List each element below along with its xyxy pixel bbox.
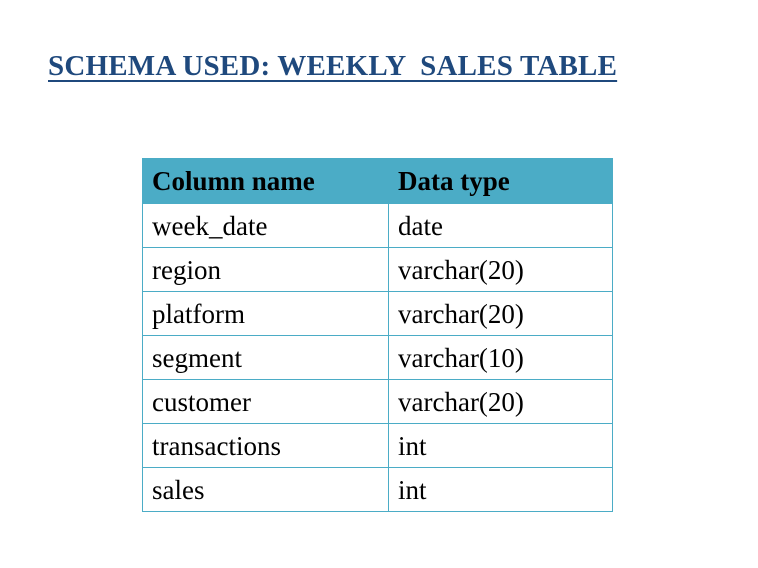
column-name-header: Column name [142,158,389,204]
data-type-cell: date [388,203,613,248]
data-type-header: Data type [388,158,613,204]
data-type-cell: varchar(20) [388,379,613,424]
table-row: transactions int [142,423,613,468]
column-name-cell: sales [142,467,389,512]
table-row: customer varchar(20) [142,379,613,424]
schema-table: Column name Data type week_date date reg… [142,158,613,512]
column-name-cell: week_date [142,203,389,248]
data-type-cell: varchar(10) [388,335,613,380]
data-type-cell: varchar(20) [388,247,613,292]
column-name-cell: customer [142,379,389,424]
table-row: week_date date [142,203,613,248]
column-name-cell: segment [142,335,389,380]
data-type-cell: int [388,423,613,468]
table-row: region varchar(20) [142,247,613,292]
page-title: SCHEMA USED: WEEKLY SALES TABLE [48,50,618,82]
table-row: platform varchar(20) [142,291,613,336]
table-row: sales int [142,467,613,512]
table-row: segment varchar(10) [142,335,613,380]
column-name-cell: transactions [142,423,389,468]
column-name-cell: platform [142,291,389,336]
data-type-cell: varchar(20) [388,291,613,336]
data-type-cell: int [388,467,613,512]
table-header-row: Column name Data type [142,158,613,204]
column-name-cell: region [142,247,389,292]
